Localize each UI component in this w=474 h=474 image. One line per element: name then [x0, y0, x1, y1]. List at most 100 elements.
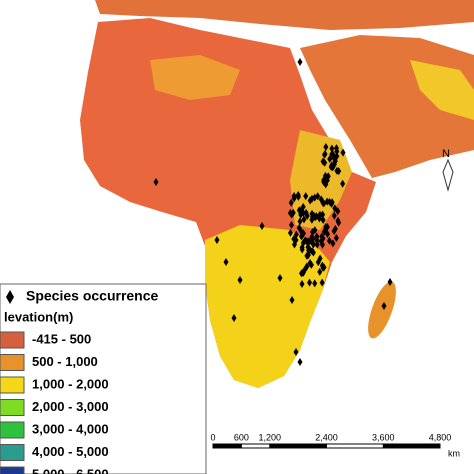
occurrence-point — [320, 210, 326, 219]
legend-label: 500 - 1,000 — [32, 354, 98, 369]
occurrence-point — [310, 240, 316, 249]
occurrence-point — [387, 278, 393, 286]
occurrence-point — [312, 213, 318, 222]
occurrence-point — [309, 194, 315, 203]
occurrence-point — [320, 157, 326, 166]
occurrence-point — [298, 232, 304, 241]
occurrences — [153, 58, 393, 366]
occurrence-point — [329, 150, 335, 159]
occurrence-point — [300, 208, 306, 217]
occurrence-point — [319, 278, 325, 287]
occurrence-point — [297, 217, 303, 226]
occurrence-point — [331, 227, 337, 236]
scale-bar: 0 600 1,200 2,400 3,600 4,800 km — [210, 432, 460, 458]
occurrence-point — [330, 239, 336, 248]
occurrence-point — [321, 199, 327, 208]
occurrence-point — [381, 302, 387, 310]
scale-segment — [213, 444, 242, 448]
occurrence-point — [333, 234, 339, 243]
occurrence-point — [314, 240, 320, 249]
occurrence-point — [237, 276, 243, 284]
occurrence-point — [309, 209, 315, 218]
legend-title: levation(m) — [4, 309, 73, 324]
europe — [95, 0, 474, 30]
legend-swatch — [0, 331, 25, 349]
south-highland — [205, 225, 330, 388]
scale-segment — [269, 444, 327, 448]
occurrence-point — [332, 204, 338, 213]
scale-label: 4,800 — [429, 432, 452, 442]
scale-label: 3,600 — [372, 432, 395, 442]
occurrence-point — [291, 194, 297, 203]
occurrence-point — [312, 279, 318, 288]
occurrence-point — [321, 263, 327, 272]
occurrence-point — [299, 227, 305, 236]
occurrence-point — [293, 230, 299, 239]
legend-swatch — [0, 399, 25, 416]
occurrence-point — [329, 199, 335, 208]
legend-swatch — [0, 376, 25, 394]
north-symbol — [442, 158, 454, 192]
occurrence-point — [307, 278, 313, 287]
occurrence-point — [305, 251, 311, 260]
legend-occurrence: Species occurrence — [26, 288, 159, 304]
occurrence-point — [317, 267, 323, 276]
sahara-plateau — [150, 55, 240, 100]
occurrence-point — [303, 192, 309, 201]
scale-unit: km — [448, 448, 460, 458]
occurrence-point — [307, 237, 313, 246]
occurrence-point — [301, 215, 307, 224]
occurrence-point — [326, 236, 332, 245]
occurrence-point — [287, 228, 293, 237]
north-label: N — [442, 148, 450, 160]
occurrence-point — [289, 210, 295, 219]
legend: Species occurrence levation(m) -415 - 50… — [0, 283, 207, 474]
occurrence-point — [335, 216, 341, 225]
occurrence-point — [308, 260, 314, 269]
occurrence-point — [295, 191, 301, 200]
occurrence-point — [318, 237, 324, 246]
occurrence-point — [319, 232, 325, 241]
scale-label: 0 — [210, 432, 215, 442]
occurrence-point — [153, 178, 159, 186]
legend-swatch — [0, 444, 25, 461]
occurrence-point — [277, 274, 283, 282]
legend-label: -415 - 500 — [32, 331, 91, 346]
scale-segment — [383, 444, 440, 448]
legend-label: 1,000 - 2,000 — [32, 376, 109, 391]
occurrence-point — [317, 210, 323, 219]
occurrence-point — [293, 348, 299, 356]
occurrence-point — [231, 314, 237, 322]
legend-label: 3,000 - 4,000 — [32, 421, 109, 436]
occurrence-point — [320, 215, 326, 224]
occurrence-point — [332, 157, 338, 166]
legend-swatch — [0, 354, 25, 371]
occurrence-point — [325, 230, 331, 239]
occurrence-point — [340, 179, 346, 188]
occurrence-point — [312, 226, 318, 235]
occurrence-point — [300, 267, 306, 276]
occurrence-point — [296, 223, 302, 232]
occurrence-point — [328, 163, 334, 172]
occurrence-point — [214, 236, 220, 244]
north-arrow: N — [442, 148, 454, 192]
occurrence-point — [289, 296, 295, 304]
occurrence-point — [299, 245, 305, 254]
scale-label: 600 — [234, 432, 249, 442]
occurrence-point — [296, 206, 302, 215]
occurrence-point — [259, 222, 265, 230]
occurrence-point — [322, 149, 328, 158]
occurrence-point — [304, 211, 310, 220]
scale-label: 2,400 — [315, 432, 338, 442]
occurrence-point — [323, 222, 329, 231]
occurrence-point — [331, 211, 337, 220]
occurrence-point — [223, 258, 229, 266]
occurrence-point — [299, 280, 305, 288]
occurrence-point — [334, 166, 340, 175]
occurrence-point — [329, 144, 335, 153]
occurrence-point — [293, 235, 299, 244]
occurrence-point — [310, 248, 316, 257]
legend-swatch — [0, 421, 25, 439]
scale-label: 1,200 — [258, 432, 281, 442]
